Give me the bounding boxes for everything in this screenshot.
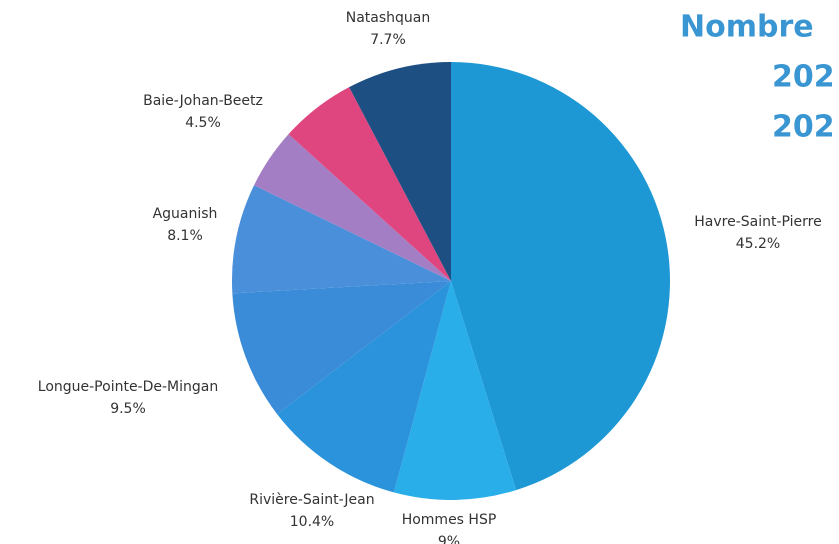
- slice-value-label: 8.1%: [167, 228, 203, 244]
- pie-slice: [254, 134, 451, 281]
- slice-label: Rivière-Saint-Jean: [249, 492, 374, 508]
- slice-value-label: 9%: [438, 534, 460, 544]
- slice-label: Natashquan: [346, 10, 431, 26]
- chart-title: 202: [772, 110, 835, 145]
- slice-label: Aguanish: [153, 206, 218, 222]
- pie-slice: [451, 62, 670, 491]
- pie-slice: [232, 281, 451, 415]
- chart-title: Nombre: [680, 10, 814, 45]
- slice-label: Longue-Pointe-De-Mingan: [38, 379, 218, 395]
- slice-label: Hommes HSP: [402, 512, 497, 528]
- slice-value-label: 45.2%: [736, 236, 780, 252]
- pie-slice: [349, 62, 451, 281]
- slice-value-label: 7.7%: [370, 32, 406, 48]
- chart-title: 202: [772, 60, 835, 95]
- slice-label: Havre-Saint-Pierre: [694, 214, 821, 230]
- slice-label: Baie-Johan-Beetz: [143, 93, 263, 109]
- pie-slice: [288, 87, 451, 282]
- pie-slice: [277, 281, 451, 493]
- pie-slice: [393, 281, 517, 500]
- slice-value-label: 4.5%: [185, 115, 221, 131]
- slice-value-label: 10.4%: [290, 514, 334, 530]
- pie-slice: [232, 185, 451, 294]
- slice-value-label: 9.5%: [110, 401, 146, 417]
